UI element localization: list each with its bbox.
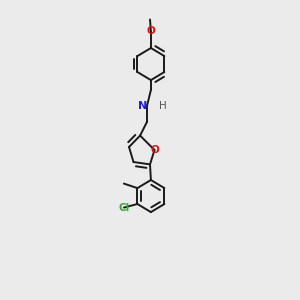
Text: N: N — [138, 101, 147, 111]
Text: O: O — [146, 26, 155, 37]
Text: Cl: Cl — [118, 202, 130, 213]
Text: H: H — [159, 101, 167, 111]
Text: O: O — [150, 145, 159, 155]
